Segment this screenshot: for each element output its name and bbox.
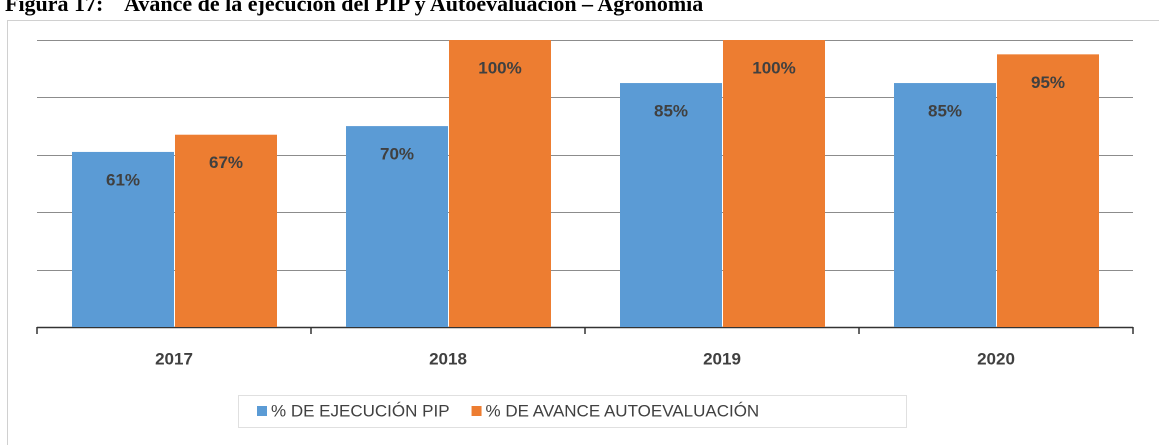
x-tick-label: 2020 — [977, 349, 1015, 368]
data-label: 70% — [380, 145, 414, 164]
bar — [894, 83, 996, 327]
data-label: 85% — [654, 102, 688, 121]
bar — [449, 40, 551, 327]
x-tick-label: 2017 — [155, 349, 193, 368]
data-label: 100% — [752, 58, 795, 77]
chart-title: Figura 17: Avance de la ejecución del PI… — [5, 0, 703, 16]
bar — [346, 126, 448, 327]
bar — [620, 83, 722, 327]
x-tick-label: 2019 — [703, 349, 741, 368]
data-label: 61% — [106, 170, 140, 189]
data-label: 85% — [928, 102, 962, 121]
legend-label: % DE AVANCE AUTOEVALUACIÓN — [486, 401, 760, 420]
bar — [175, 134, 277, 327]
data-label: 67% — [209, 153, 243, 172]
legend-swatch — [257, 406, 267, 416]
bar — [72, 151, 174, 327]
data-label: 95% — [1031, 73, 1065, 92]
data-label: 100% — [478, 58, 521, 77]
bar — [723, 40, 825, 327]
x-tick-label: 2018 — [429, 349, 467, 368]
legend-frame — [238, 395, 907, 428]
legend-label: % DE EJECUCIÓN PIP — [271, 401, 450, 420]
bar — [997, 54, 1099, 327]
legend-swatch — [471, 406, 482, 416]
